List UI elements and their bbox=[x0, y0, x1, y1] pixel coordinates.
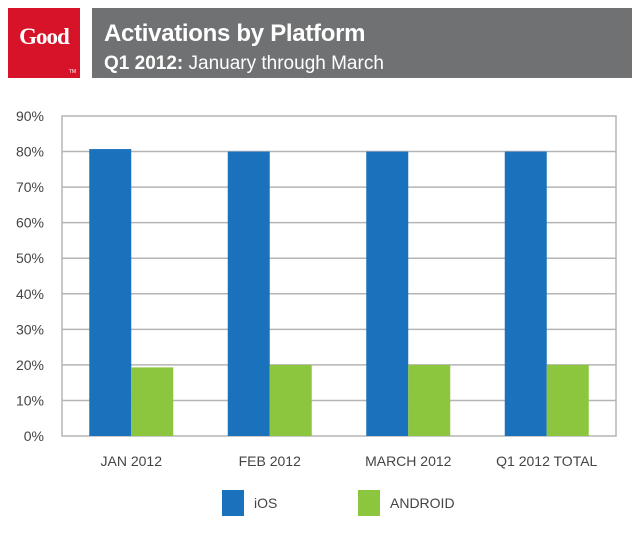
x-category-label: MARCH 2012 bbox=[365, 453, 452, 469]
y-tick-label: 70% bbox=[16, 179, 44, 195]
subtitle-period: Q1 2012: bbox=[104, 53, 184, 74]
bar-ios bbox=[366, 151, 409, 437]
legend-label-android: ANDROID bbox=[390, 495, 455, 511]
title-banner: Activations by Platform Q1 2012: January… bbox=[92, 8, 632, 78]
bar-android bbox=[269, 364, 312, 436]
y-tick-label: 10% bbox=[16, 392, 44, 408]
y-tick-label: 40% bbox=[16, 286, 44, 302]
legend-label-ios: iOS bbox=[254, 495, 277, 511]
y-tick-label: 80% bbox=[16, 144, 44, 160]
bar-android bbox=[131, 367, 174, 436]
x-category-label: Q1 2012 TOTAL bbox=[496, 453, 597, 469]
page-subtitle: Q1 2012: January through March bbox=[104, 53, 384, 75]
page-title: Activations by Platform bbox=[104, 20, 366, 47]
good-logo: Good TM bbox=[8, 8, 80, 78]
legend-swatch-android bbox=[358, 490, 380, 516]
logo-text: Good bbox=[19, 24, 70, 49]
x-category-label: JAN 2012 bbox=[101, 453, 163, 469]
bar-ios bbox=[89, 149, 132, 437]
logo-trademark: TM bbox=[68, 69, 76, 75]
y-tick-label: 60% bbox=[16, 215, 44, 231]
bar-android bbox=[546, 364, 589, 436]
x-category-label: FEB 2012 bbox=[239, 453, 301, 469]
y-tick-label: 30% bbox=[16, 321, 44, 337]
y-tick-label: 90% bbox=[16, 108, 44, 124]
bar-android bbox=[408, 364, 451, 436]
y-tick-label: 50% bbox=[16, 250, 44, 266]
y-tick-label: 0% bbox=[24, 428, 44, 444]
bar-ios bbox=[504, 151, 547, 437]
y-tick-label: 20% bbox=[16, 357, 44, 373]
legend-swatch-ios bbox=[222, 490, 244, 516]
bar-ios bbox=[227, 151, 270, 437]
subtitle-range: January through March bbox=[183, 53, 384, 74]
